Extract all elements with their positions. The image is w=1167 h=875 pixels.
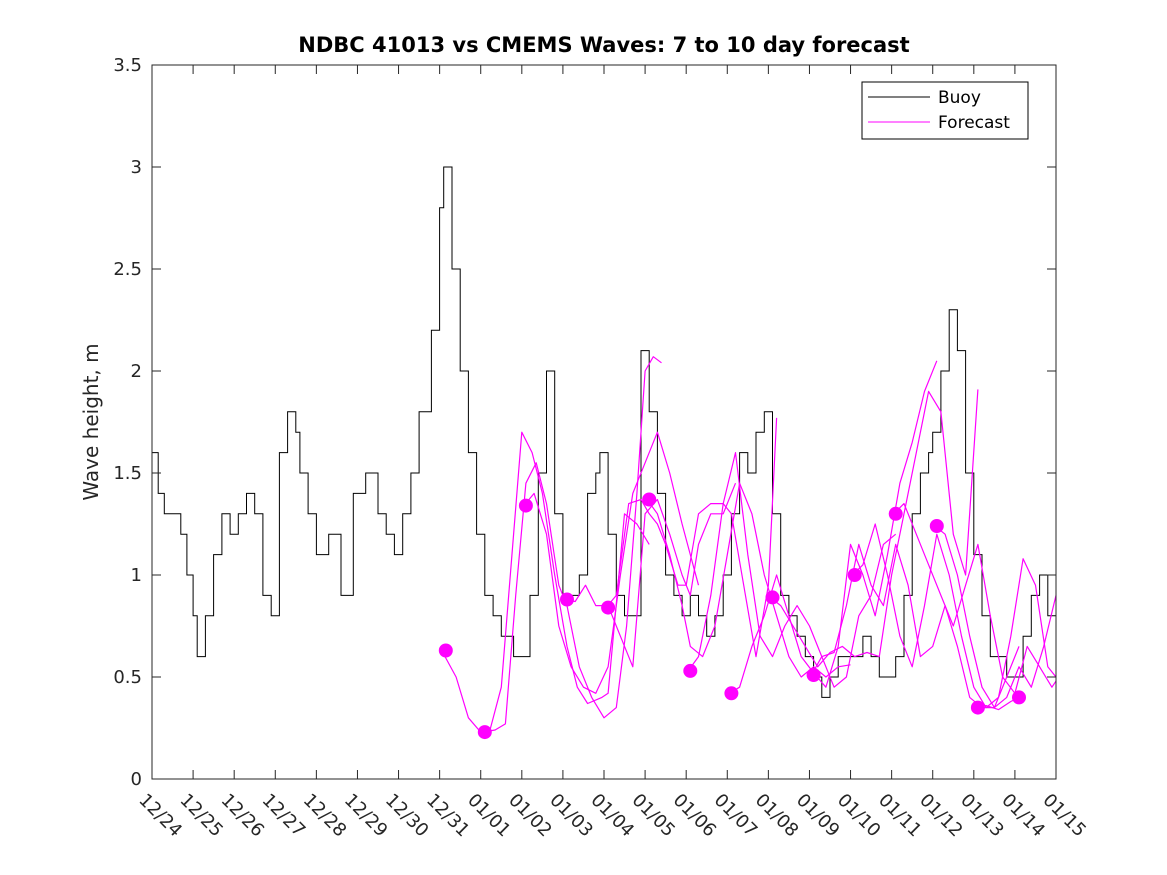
y-tick-label: 3 [131,157,142,178]
y-tick-label: 0.5 [113,667,142,688]
forecast-marker-6 [642,492,657,507]
forecast-run-line-13 [934,525,1057,709]
forecast-marker-10 [806,668,821,682]
y-tick-label: 2 [131,361,142,382]
series-layer [152,166,1057,740]
forecast-run-line-4 [564,482,737,668]
y-tick-label: 3.5 [113,55,142,76]
forecast-marker-14 [970,700,985,715]
legend: Buoy Forecast [861,81,1029,140]
forecast-marker-5 [601,600,616,615]
forecast-marker-8 [724,686,739,701]
forecast-run-line-7 [687,452,897,688]
forecast-marker-2 [477,725,492,740]
forecast-run-line-5 [605,417,778,658]
legend-buoy-label: Buoy [938,88,981,108]
forecast-marker-4 [560,592,574,607]
y-tick-label: 0 [131,769,142,790]
y-tick-label: 1 [131,565,142,586]
legend-box [861,81,1029,140]
forecast-run-line-11 [852,523,1057,709]
y-tick-label: 2.5 [113,259,142,280]
forecast-marker-7 [683,663,698,678]
forecast-marker-9 [765,590,780,605]
legend-forecast-label: Forecast [938,113,1010,133]
forecast-marker-15 [1012,690,1026,705]
forecast-marker-13 [929,519,944,533]
forecast-marker-11 [847,568,862,582]
forecast-run-line-12 [893,503,1057,694]
y-tick-label: 1.5 [113,463,142,484]
forecast-marker-1 [438,643,453,658]
forecast-run-line-2 [482,356,662,733]
plot-area [152,65,1056,779]
forecast-marker-12 [888,506,903,521]
chart-title: NDBC 41013 vs CMEMS Waves: 7 to 10 day f… [298,33,909,57]
forecast-marker-3 [518,498,533,513]
forecast-run-line-9 [770,389,979,668]
y-axis-label: Wave height, m [79,343,103,500]
forecast-run-line-8 [728,360,938,694]
